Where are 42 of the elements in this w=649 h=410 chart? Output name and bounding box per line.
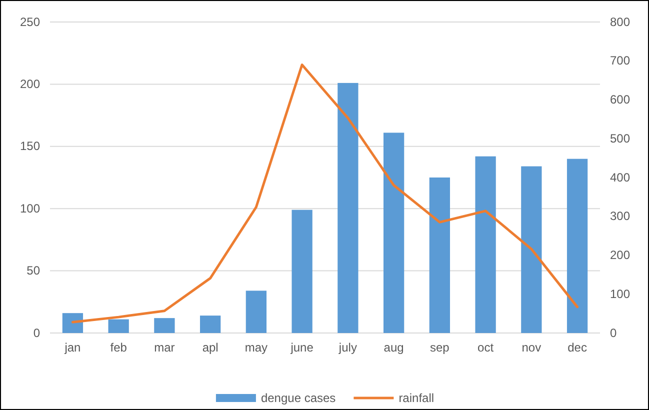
y-tick-label: 0 (33, 326, 40, 340)
x-tick-label: july (338, 340, 357, 355)
x-tick-label: may (244, 340, 268, 355)
y2-tick-label: 400 (610, 170, 630, 184)
bar (521, 166, 542, 333)
bar (383, 132, 404, 333)
y2-tick-label: 500 (610, 131, 630, 146)
line-series (71, 64, 579, 324)
bar (246, 290, 267, 333)
y2-tick-label: 100 (610, 286, 630, 301)
y-tick-label: 150 (20, 139, 40, 154)
x-tick-label: aug (384, 340, 404, 355)
x-tick-label: apl (202, 340, 218, 355)
y2-tick-label: 300 (610, 209, 630, 224)
x-tick-label: oct (478, 340, 494, 355)
y2-tick-label: 800 (610, 14, 630, 29)
bar (154, 318, 175, 333)
legend-label: dengue cases (260, 391, 336, 405)
y-tick-label: 50 (26, 264, 40, 278)
x-tick-label: sep (430, 340, 450, 355)
x-tick-label: nov (522, 340, 542, 355)
bar (108, 319, 129, 333)
y-tick-label: 250 (20, 14, 40, 29)
x-tick-label: mar (154, 340, 175, 355)
bar (338, 82, 358, 333)
y-tick-label: 100 (20, 201, 40, 216)
legend-label: rainfall (398, 391, 434, 405)
bar (200, 316, 221, 333)
y2-tick-label: 200 (610, 248, 630, 262)
x-tick-label: jan (64, 340, 81, 355)
y2-tick-label: 700 (610, 54, 630, 68)
y2-tick-label: 0 (610, 326, 617, 340)
bar (292, 210, 312, 333)
y-tick-label: 200 (20, 77, 40, 92)
x-tick-label: june (290, 340, 314, 355)
bar (429, 178, 450, 333)
bar (475, 156, 496, 333)
bar (566, 158, 588, 333)
x-tick-label: dec (568, 340, 587, 355)
y2-tick-label: 600 (610, 92, 630, 107)
bar (62, 313, 84, 333)
x-tick-label: feb (110, 340, 128, 355)
